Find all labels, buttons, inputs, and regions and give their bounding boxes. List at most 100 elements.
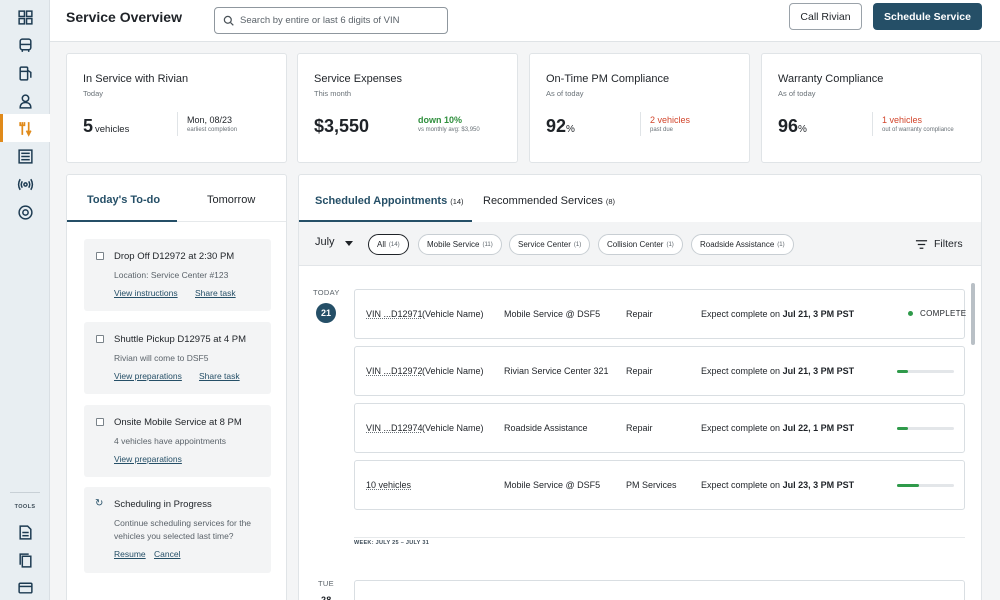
tab-scheduled-appointments[interactable]: Scheduled Appointments (14): [315, 195, 464, 207]
chip-all[interactable]: All (14): [368, 234, 409, 255]
resume-link[interactable]: Resume: [114, 549, 146, 559]
task-checkbox[interactable]: [96, 418, 104, 426]
signal-icon[interactable]: [13, 173, 37, 195]
filter-icon: [915, 239, 928, 249]
view-instructions-link[interactable]: View instructions: [114, 288, 178, 298]
progress-bar: [897, 370, 954, 373]
task-title: Onsite Mobile Service at 8 PM: [114, 417, 242, 428]
appointment-row[interactable]: VIN ...D12971 (Vehicle Name) Mobile Serv…: [354, 289, 966, 339]
service-type: Repair: [626, 309, 653, 319]
chip-roadside-assistance[interactable]: Roadside Assistance (1): [691, 234, 794, 255]
status-badge: COMPLETE: [908, 309, 966, 318]
vehicles-link[interactable]: 10 vehicles: [366, 480, 412, 490]
metric-title: Service Expenses: [314, 73, 403, 85]
service-type: Repair: [626, 366, 653, 376]
cancel-link[interactable]: Cancel: [154, 549, 181, 559]
metric-card-warranty-compliance: Warranty Compliance As of today 96% 1 ve…: [761, 53, 982, 163]
document-icon[interactable]: [13, 521, 37, 543]
share-task-link[interactable]: Share task: [195, 288, 236, 298]
chip-collision-center[interactable]: Collision Center (1): [598, 234, 683, 255]
chip-service-center[interactable]: Service Center (1): [509, 234, 591, 255]
call-rivian-button[interactable]: Call Rivian: [789, 3, 862, 30]
active-tab-indicator: [299, 220, 472, 222]
status-dot-icon: [908, 311, 913, 316]
top-header: Service Overview Call Rivian Schedule Se…: [50, 0, 1000, 42]
list-icon[interactable]: [13, 145, 37, 167]
share-task-link[interactable]: Share task: [199, 371, 240, 381]
dashboard-icon[interactable]: [13, 6, 37, 28]
todo-task: Drop Off D12972 at 2:30 PM Location: Ser…: [84, 239, 271, 311]
task-checkbox[interactable]: [96, 252, 104, 260]
tab-today-todo[interactable]: Today's To-do: [87, 194, 161, 206]
chevron-down-icon[interactable]: [345, 241, 353, 246]
metric-title: On-Time PM Compliance: [546, 73, 670, 85]
search-input[interactable]: [240, 15, 440, 26]
metric-side-caption: out of warranty compliance: [882, 127, 954, 133]
metric-unit: vehicles: [95, 124, 130, 135]
view-preparations-link[interactable]: View preparations: [114, 454, 182, 464]
appointment-row[interactable]: [354, 580, 965, 600]
card-icon[interactable]: [13, 576, 37, 598]
todo-task: Onsite Mobile Service at 8 PM 4 vehicles…: [84, 405, 271, 477]
vin-link[interactable]: VIN ...D12971: [366, 309, 423, 319]
search-icon: [223, 15, 234, 26]
task-checkbox[interactable]: [96, 335, 104, 343]
metric-divider: [640, 112, 641, 136]
week-label: WEEK: JULY 25 – JULY 31: [354, 540, 430, 546]
metric-side-value: Mon, 08/23: [187, 115, 233, 125]
service-type: PM Services: [626, 480, 677, 490]
fuel-icon[interactable]: [13, 62, 37, 84]
metric-unit: %: [566, 124, 575, 135]
sidebar: TOOLS: [0, 0, 50, 600]
metric-subtitle: As of today: [546, 89, 584, 98]
appointment-row[interactable]: 10 vehicles Mobile Service @ DSF5 PM Ser…: [354, 460, 965, 510]
vin-link[interactable]: VIN ...D12972: [366, 366, 423, 376]
sidebar-active-indicator: [0, 114, 50, 142]
vin-search[interactable]: [214, 7, 448, 34]
metric-title: Warranty Compliance: [778, 73, 884, 85]
metric-side-caption: vs monthly avg: $3,950: [418, 127, 480, 133]
vehicle-name: (Vehicle Name): [422, 366, 484, 376]
service-type: Repair: [626, 423, 653, 433]
view-preparations-link[interactable]: View preparations: [114, 371, 182, 381]
progress-fill: [897, 484, 919, 487]
progress-fill: [897, 370, 909, 373]
metric-card-in-service: In Service with Rivian Today 5 vehicles M…: [66, 53, 287, 163]
appointment-row[interactable]: VIN ...D12974 (Vehicle Name) Roadside As…: [354, 403, 965, 453]
metric-value: $3,550: [314, 116, 370, 136]
next-day-number: 28: [321, 595, 332, 600]
tab-recommended-services[interactable]: Recommended Services (8): [483, 195, 616, 207]
bus-icon[interactable]: [13, 34, 37, 56]
metric-value: 5 vehicles: [83, 116, 130, 136]
metric-side-value[interactable]: 2 vehicles: [650, 115, 691, 125]
support-icon[interactable]: [13, 201, 37, 223]
expected-completion: Expect complete on Jul 23, 3 PM PST: [701, 480, 855, 490]
expected-completion: Expect complete on Jul 22, 1 PM PST: [701, 423, 855, 433]
metric-title: In Service with Rivian: [83, 73, 189, 85]
tools-label: TOOLS: [14, 504, 36, 510]
tools-icon[interactable]: [13, 117, 37, 139]
scrollbar[interactable]: [971, 283, 975, 345]
todo-panel: Today's To-do Tomorrow Drop Off D12972 a…: [66, 174, 287, 600]
driver-icon[interactable]: [13, 90, 37, 112]
metric-subtitle: As of today: [778, 89, 816, 98]
filters-button[interactable]: Filters: [915, 238, 963, 250]
vehicle-name: (Vehicle Name): [422, 309, 484, 319]
progress-bar: [897, 484, 954, 487]
copy-icon[interactable]: [13, 549, 37, 571]
schedule-service-button[interactable]: Schedule Service: [873, 3, 982, 30]
tab-tomorrow[interactable]: Tomorrow: [207, 194, 256, 206]
next-day-label: TUE: [318, 579, 334, 588]
month-select[interactable]: July: [315, 236, 335, 248]
page-title: Service Overview: [66, 9, 182, 25]
metric-side-value[interactable]: 1 vehicles: [882, 115, 923, 125]
task-description: Rivian will come to DSF5: [114, 353, 209, 363]
progress-bar: [897, 427, 954, 430]
todo-task: ↻ Scheduling in Progress Continue schedu…: [84, 487, 271, 573]
metric-value: 96%: [778, 116, 807, 136]
active-tab-indicator: [67, 220, 177, 222]
today-label: TODAY: [313, 288, 340, 297]
vin-link[interactable]: VIN ...D12974: [366, 423, 423, 433]
chip-mobile-service[interactable]: Mobile Service (11): [418, 234, 502, 255]
appointment-row[interactable]: VIN ...D12972 (Vehicle Name) Rivian Serv…: [354, 346, 965, 396]
